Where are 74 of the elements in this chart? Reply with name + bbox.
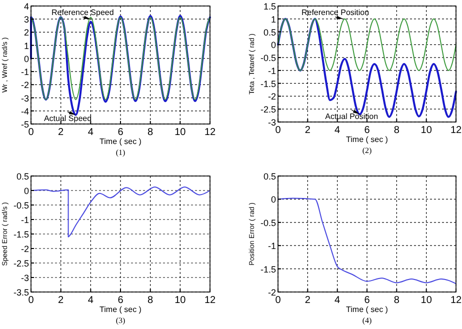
x-tick-label: 8 (148, 295, 154, 306)
y-tick-label: -1.5 (13, 230, 29, 240)
y-tick-label: -1 (20, 67, 29, 78)
y-tick-label: 0 (270, 194, 276, 205)
y-tick-label: -2.5 (260, 104, 276, 115)
y-tick-label: 2 (24, 28, 29, 38)
y-tick-label: 0.5 (16, 172, 29, 182)
y-tick-label: -2 (20, 80, 29, 90)
x-tick-label: 12 (450, 125, 462, 136)
x-tick-label: 10 (174, 127, 186, 138)
y-tick-label: 4 (24, 2, 29, 12)
x-tick-label: 12 (204, 295, 216, 306)
y-tick-label: -2.5 (13, 258, 29, 268)
y-tick-label: -4 (20, 106, 29, 116)
text: (2) (362, 146, 372, 155)
x-tick-label: 8 (394, 125, 400, 136)
line-series (30, 16, 210, 100)
text: (4) (362, 316, 372, 325)
text: (1) (116, 148, 126, 157)
x-axis-title: Time ( sec ) (100, 305, 142, 314)
y-tick-label: -1 (268, 241, 276, 252)
y-tick-label: -1.5 (260, 264, 276, 274)
annotation: Actual Speed (44, 114, 92, 123)
x-tick-label: 6 (364, 295, 370, 306)
x-tick-label: 12 (450, 295, 462, 306)
y-tick-label: 3 (24, 14, 29, 25)
text: (3) (116, 316, 126, 325)
y-tick-label: -2 (268, 288, 276, 298)
x-tick-label: 4 (334, 125, 341, 136)
y-tick-label: -3.5 (13, 288, 29, 298)
y-tick-label: 1.5 (263, 2, 276, 12)
x-tick-label: 10 (420, 125, 432, 136)
x-axis-title: Time ( sec ) (346, 305, 388, 314)
x-tick-label: 4 (88, 127, 94, 138)
x-tick-label: 12 (204, 127, 216, 138)
y-tick-label: -1 (268, 66, 276, 76)
x-tick-label: 4 (88, 295, 94, 306)
y-tick-label: 0 (24, 54, 29, 64)
x-tick-label: 10 (420, 295, 432, 306)
x-tick-label: 2 (58, 295, 64, 306)
y-tick-label: -1.5 (260, 78, 276, 89)
annotation: Actual Position (325, 112, 378, 121)
y-tick-label: 0.5 (263, 172, 276, 182)
y-tick-label: -3 (20, 93, 29, 104)
x-tick-label: 4 (334, 295, 341, 306)
x-tick-label: 2 (58, 127, 64, 138)
y-tick-label: -1 (20, 215, 29, 225)
y-tick-label: -2 (268, 92, 276, 102)
annotation: Reference Position (301, 8, 370, 17)
x-tick-label: 2 (304, 295, 311, 306)
y-tick-label: -2 (20, 244, 29, 254)
x-tick-label: 8 (394, 295, 400, 306)
x-axis-title: Time ( sec ) (100, 137, 142, 146)
x-tick-label: 10 (174, 295, 186, 306)
y-tick-label: 1 (270, 14, 276, 24)
y-tick-label: 0 (24, 186, 29, 196)
x-tick-label: 6 (364, 125, 370, 136)
y-tick-label: 0 (270, 40, 276, 50)
x-axis-title: Time ( sec ) (346, 135, 388, 144)
y-tick-label: 1 (24, 40, 29, 51)
y-tick-label: -5 (20, 120, 29, 130)
x-tick-label: 6 (118, 127, 124, 138)
x-tick-label: 2 (304, 125, 311, 136)
y-tick-label: 0.5 (263, 27, 276, 38)
x-tick-label: 6 (118, 295, 124, 306)
y-tick-label: -3 (268, 118, 276, 128)
y-tick-label: -3 (20, 273, 29, 283)
annotation: Reference Speed (52, 8, 114, 17)
y-tick-label: -0.5 (13, 200, 29, 210)
y-tick-label: -0.5 (260, 218, 276, 228)
line-series (277, 18, 457, 118)
x-tick-label: 8 (148, 127, 154, 138)
line-series (278, 18, 456, 71)
y-tick-label: -0.5 (260, 53, 276, 64)
